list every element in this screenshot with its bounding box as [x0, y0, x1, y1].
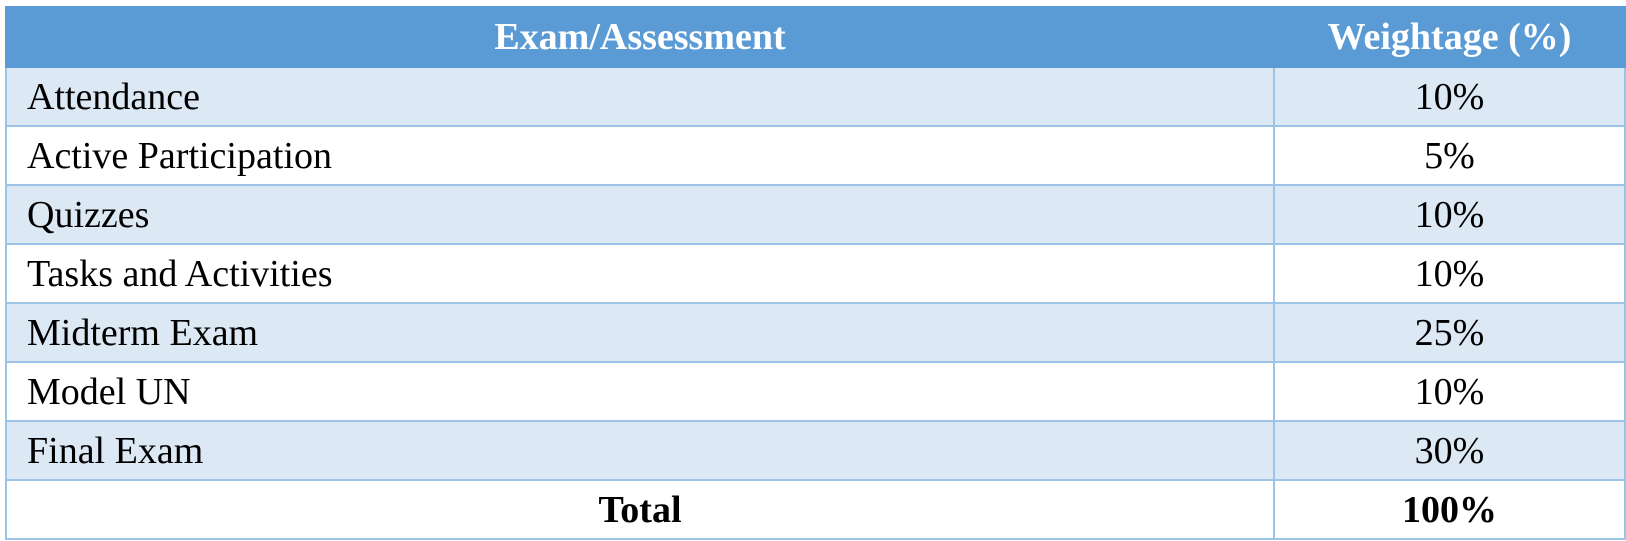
total-value: 100%	[1273, 479, 1626, 540]
assessment-name: Model UN	[5, 361, 1275, 422]
header-cell: Weightage (%)	[1273, 6, 1626, 68]
table-row: Final Exam 30%	[5, 420, 1626, 481]
weightage: 10%	[1273, 184, 1626, 245]
table-row: Active Participation 5%	[5, 125, 1626, 186]
table-body: Attendance 10% Active Participation 5% Quizz…	[5, 66, 1626, 540]
table-row: Model UN 10%	[5, 361, 1626, 422]
weightage: 10%	[1273, 66, 1626, 127]
total-label: Total	[5, 479, 1275, 540]
weightage: 25%	[1273, 302, 1626, 363]
table-row: Attendance 10%	[5, 66, 1626, 127]
assessment-name: Attendance	[5, 66, 1275, 127]
table-row: Quizzes 10%	[5, 184, 1626, 245]
table-row: Tasks and Activities 10%	[5, 243, 1626, 304]
assessment-table: Exam/Assessment Weightage (%) Attendance…	[5, 6, 1626, 540]
total-row: Total 100%	[5, 479, 1626, 540]
header-row: Exam/Assessment Weightage (%)	[5, 6, 1626, 68]
weightage: 5%	[1273, 125, 1626, 186]
weightage: 30%	[1273, 420, 1626, 481]
assessment-name: Final Exam	[5, 420, 1275, 481]
table-row: Midterm Exam 25%	[5, 302, 1626, 363]
weightage: 10%	[1273, 361, 1626, 422]
weightage: 10%	[1273, 243, 1626, 304]
assessment-name: Midterm Exam	[5, 302, 1275, 363]
assessment-name: Tasks and Activities	[5, 243, 1275, 304]
assessment-name: Active Participation	[5, 125, 1275, 186]
assessment-name: Quizzes	[5, 184, 1275, 245]
header-cell: Exam/Assessment	[5, 6, 1275, 68]
